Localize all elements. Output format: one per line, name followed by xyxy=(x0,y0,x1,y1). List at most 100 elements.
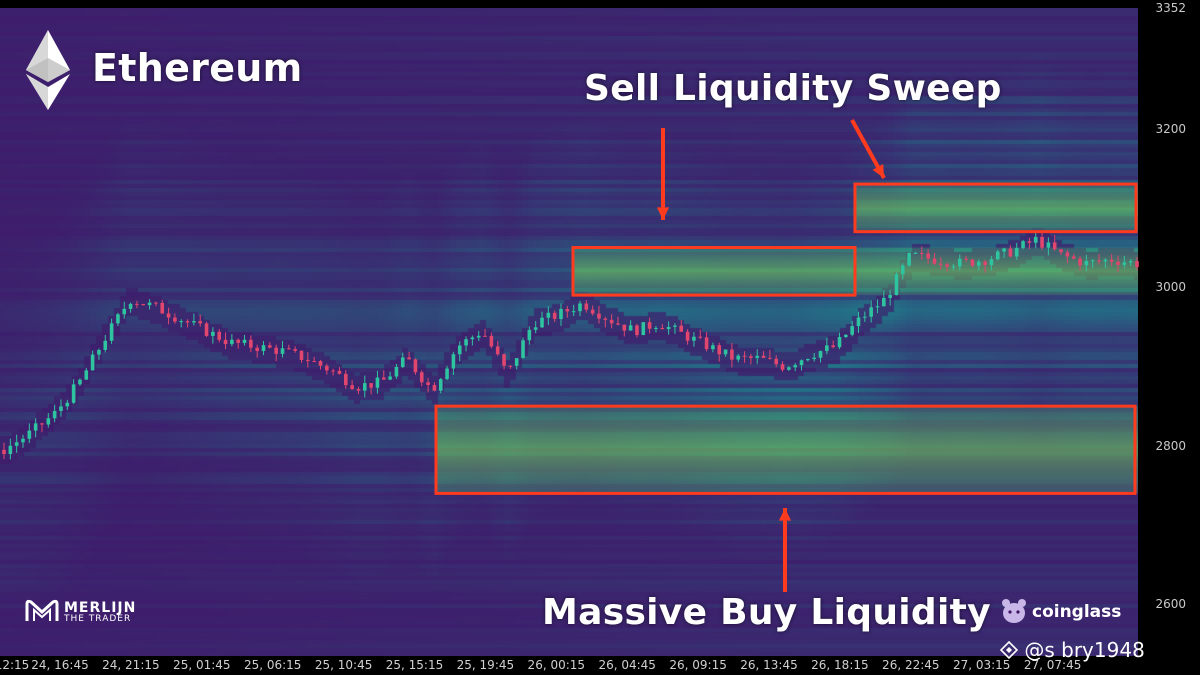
x-tick-label: 25, 19:45 xyxy=(456,658,515,672)
x-tick-label: 27, 03:15 xyxy=(952,658,1011,672)
candle-body xyxy=(160,302,165,314)
candle-body xyxy=(249,339,253,348)
candle-body xyxy=(571,311,576,313)
candle-body xyxy=(1097,260,1101,262)
x-tick-label: 26, 22:45 xyxy=(882,658,940,672)
candle-body xyxy=(337,370,342,374)
candle-body xyxy=(1078,258,1082,266)
candle-body xyxy=(1084,260,1089,266)
candle-body xyxy=(1065,252,1070,257)
candle-body xyxy=(147,302,152,306)
candle-body xyxy=(211,331,215,336)
candle-body xyxy=(793,365,798,368)
candle-body xyxy=(1002,248,1006,252)
candle-body xyxy=(381,377,386,380)
candle-body xyxy=(730,349,734,360)
candle-body xyxy=(8,445,13,454)
merlijn-subtitle: THE TRADER xyxy=(64,614,132,624)
candle-body xyxy=(768,357,772,359)
x-tick-label: 27, 07:45 xyxy=(1023,658,1082,672)
buy-liquidity-label: Massive Buy Liquidity xyxy=(542,592,991,633)
candle-body xyxy=(628,325,633,331)
candle-body xyxy=(223,339,228,345)
candle-body xyxy=(761,355,766,358)
candle-body xyxy=(116,314,120,324)
candle-body xyxy=(635,325,639,336)
author-watermark: @s bry1948 xyxy=(999,638,1145,662)
candle-body xyxy=(749,356,753,358)
candle-body xyxy=(622,324,627,331)
candle-body xyxy=(666,326,671,330)
candle-body xyxy=(995,251,1000,260)
candle-body xyxy=(476,335,481,338)
x-tick-label: 26, 09:15 xyxy=(669,658,727,672)
candle-body xyxy=(565,308,570,312)
candle-body xyxy=(198,321,203,324)
candle-body xyxy=(268,345,272,348)
candle-body xyxy=(1122,262,1127,265)
candle-body xyxy=(33,423,38,431)
candle-body xyxy=(812,357,816,360)
candle-body xyxy=(970,259,975,266)
liquidity-heatmap xyxy=(0,8,1138,656)
merlijn-m-logo-icon xyxy=(25,599,59,621)
candle-body xyxy=(698,336,703,338)
candle-body xyxy=(78,379,82,385)
x-tick-label: 12:15 xyxy=(0,658,30,672)
candle-body xyxy=(1008,248,1013,257)
candle-body xyxy=(457,345,462,355)
sell-zone-box-lower xyxy=(571,246,857,297)
y-tick-label: 3200 xyxy=(1155,121,1186,136)
candle-body xyxy=(584,303,589,310)
ethereum-diamond-icon xyxy=(26,30,70,110)
candle-body xyxy=(1040,236,1044,248)
candle-body xyxy=(331,370,335,372)
candle-body xyxy=(736,355,741,360)
candle-body xyxy=(261,345,266,352)
candle-body xyxy=(926,253,930,259)
candle-body xyxy=(413,359,418,373)
candle-body xyxy=(508,365,513,367)
x-tick-label: 25, 06:15 xyxy=(243,658,302,672)
x-tick-label: 25, 01:45 xyxy=(173,658,231,672)
candle-body xyxy=(552,312,557,319)
x-tick-label: 24, 21:15 xyxy=(102,658,160,672)
candle-body xyxy=(514,358,519,366)
candle-body xyxy=(242,339,247,343)
candle-body xyxy=(654,327,658,329)
candle-body xyxy=(394,366,399,377)
candle-body xyxy=(350,385,354,390)
watermark-text: @s bry1948 xyxy=(1024,638,1145,662)
candle-body xyxy=(185,321,190,323)
candle-body xyxy=(863,316,867,318)
candle-body xyxy=(888,295,892,298)
candle-body xyxy=(318,361,323,366)
candle-body xyxy=(894,274,899,296)
candle-body xyxy=(1116,261,1120,265)
candle-body xyxy=(787,367,791,370)
candle-body xyxy=(831,345,835,348)
candle-body xyxy=(527,329,532,341)
y-tick-label: 3352 xyxy=(1155,1,1186,15)
merlijn-name: MERLIJN xyxy=(64,600,137,616)
x-tick-label: 25, 10:45 xyxy=(314,658,373,672)
x-tick-label: 24, 16:45 xyxy=(31,658,89,672)
candle-body xyxy=(869,307,873,317)
candle-body xyxy=(856,317,861,327)
candle-body xyxy=(445,368,449,380)
buy-arrow-up xyxy=(778,508,792,592)
x-tick-label: 25, 15:15 xyxy=(385,658,444,672)
candle-body xyxy=(464,339,468,346)
candle-body xyxy=(913,252,918,254)
candle-body xyxy=(540,317,544,328)
candle-body xyxy=(356,389,361,391)
candle-body xyxy=(1021,241,1025,248)
candlestick-series xyxy=(2,230,1139,460)
candle-body xyxy=(989,259,994,266)
coinglass-mascot-icon xyxy=(1002,599,1026,623)
candle-body xyxy=(685,331,690,341)
candle-body xyxy=(597,313,601,319)
candle-body xyxy=(90,354,95,371)
candle-body xyxy=(907,253,911,266)
